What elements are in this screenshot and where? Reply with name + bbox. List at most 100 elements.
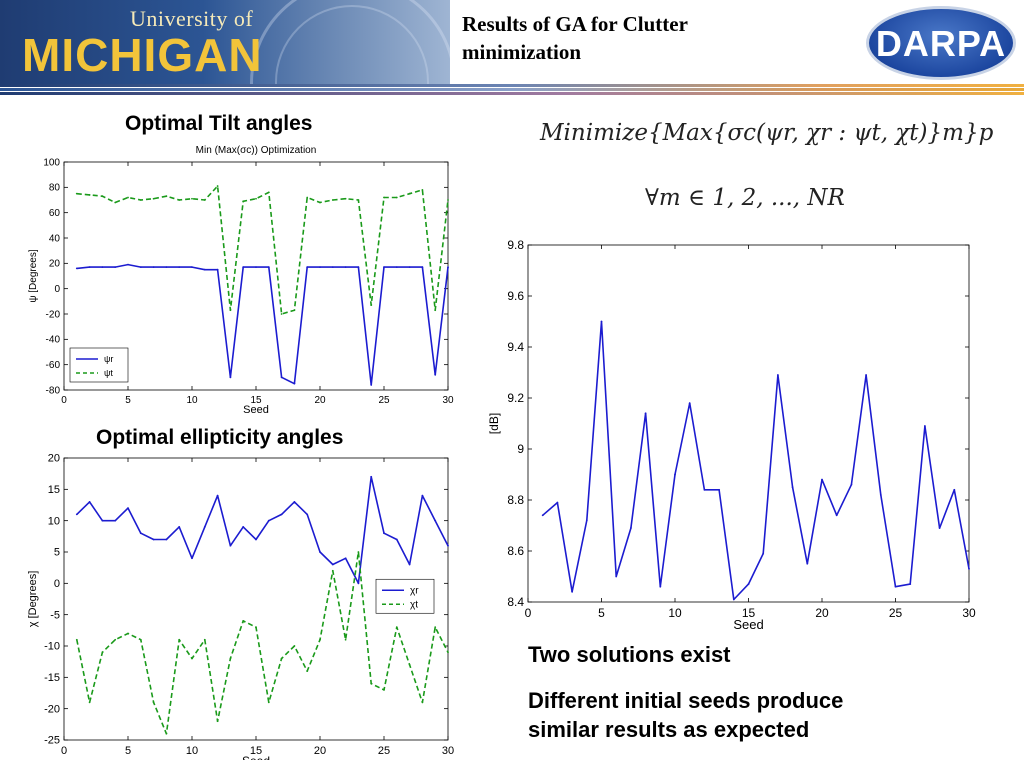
data-point: [114, 638, 117, 641]
x-tick-label: 10: [186, 395, 198, 406]
data-point: [383, 266, 385, 269]
x-tick-label: 5: [598, 606, 605, 620]
data-point: [850, 483, 853, 486]
data-point: [293, 645, 296, 647]
data-point: [370, 304, 373, 307]
data-point: [139, 532, 142, 535]
data-point: [344, 197, 347, 200]
data-point: [571, 590, 573, 593]
data-point: [139, 638, 142, 641]
data-point: [293, 382, 296, 385]
y-tick-label: 20: [48, 453, 60, 465]
y-tick-label: -40: [46, 335, 61, 346]
data-point: [953, 488, 956, 491]
data-point: [306, 196, 309, 199]
legend-box: [69, 347, 129, 383]
data-point: [255, 626, 257, 629]
data-point: [114, 201, 117, 204]
data-point: [191, 657, 193, 660]
y-axis-label: [dB]: [487, 413, 501, 434]
data-point: [216, 268, 219, 271]
data-point: [101, 519, 104, 522]
data-point: [101, 195, 104, 198]
y-tick-label: 20: [49, 259, 61, 270]
y-tick-label: 8.4: [507, 595, 524, 609]
data-point: [319, 266, 321, 269]
data-point: [421, 701, 424, 704]
data-point: [127, 632, 129, 635]
data-point: [357, 199, 360, 201]
data-point: [357, 266, 360, 269]
series-line-ψt: [76, 185, 449, 315]
data-point: [178, 266, 181, 269]
data-point: [395, 196, 398, 199]
data-point: [178, 638, 181, 641]
logo-top-text: University of: [130, 6, 254, 31]
y-tick-label: 9.8: [507, 238, 524, 252]
y-tick-label: -60: [46, 360, 61, 371]
data-point: [383, 532, 385, 535]
data-point: [178, 199, 181, 201]
x-tick-label: 10: [668, 606, 682, 620]
data-point: [331, 563, 334, 566]
y-tick-label: 80: [49, 183, 61, 194]
objective-formula: Minimize{Max{σc(ψr, χr : ψt, χt)}m}p: [540, 120, 994, 146]
y-tick-label: 40: [49, 233, 61, 244]
data-point: [88, 194, 91, 196]
data-point: [280, 513, 283, 516]
data-point: [447, 199, 449, 201]
x-tick-label: 30: [442, 395, 454, 406]
data-point: [152, 266, 155, 269]
data-point: [203, 526, 206, 528]
data-point: [331, 199, 334, 201]
data-point: [267, 701, 270, 704]
data-point: [331, 569, 334, 572]
data-point: [909, 583, 912, 586]
y-tick-label: -5: [50, 609, 60, 621]
data-point: [447, 266, 449, 269]
y-tick-label: -15: [44, 672, 60, 684]
data-point: [75, 513, 78, 516]
data-point: [370, 475, 373, 478]
y-tick-label: 9.4: [507, 340, 524, 354]
x-axis-label: Seed: [243, 404, 269, 415]
x-tick-label: 20: [815, 606, 829, 620]
data-point: [101, 266, 104, 269]
data-point: [203, 268, 206, 271]
x-tick-label: 5: [125, 395, 131, 406]
data-point: [203, 199, 206, 201]
x-tick-label: 15: [250, 745, 262, 757]
data-point: [139, 266, 142, 269]
data-point: [331, 266, 334, 269]
data-point: [280, 657, 283, 660]
data-point: [541, 514, 544, 517]
y-tick-label: 9: [517, 442, 524, 456]
data-point: [421, 188, 424, 191]
data-point: [280, 313, 283, 315]
data-point: [732, 598, 735, 601]
data-point: [370, 384, 373, 386]
data-point: [165, 266, 168, 269]
data-point: [344, 557, 347, 560]
x-tick-label: 25: [378, 395, 390, 406]
x-tick-label: 20: [314, 745, 326, 757]
data-point: [152, 197, 155, 200]
data-point: [152, 701, 155, 704]
data-point: [165, 732, 168, 735]
data-point: [101, 651, 104, 654]
header-divider: [0, 84, 1024, 98]
data-point: [600, 320, 603, 323]
data-point: [344, 266, 347, 269]
series-line-ψr: [76, 263, 449, 386]
data-point: [344, 638, 347, 641]
data-point: [75, 192, 78, 195]
data-point: [370, 682, 373, 685]
data-point: [319, 201, 321, 204]
data-point: [421, 266, 424, 269]
data-point: [255, 197, 257, 200]
x-tick-label: 0: [61, 395, 67, 406]
data-point: [421, 494, 424, 497]
data-point: [75, 638, 78, 641]
logo-main-text: MICHIGAN: [22, 29, 263, 81]
data-point: [924, 425, 926, 427]
